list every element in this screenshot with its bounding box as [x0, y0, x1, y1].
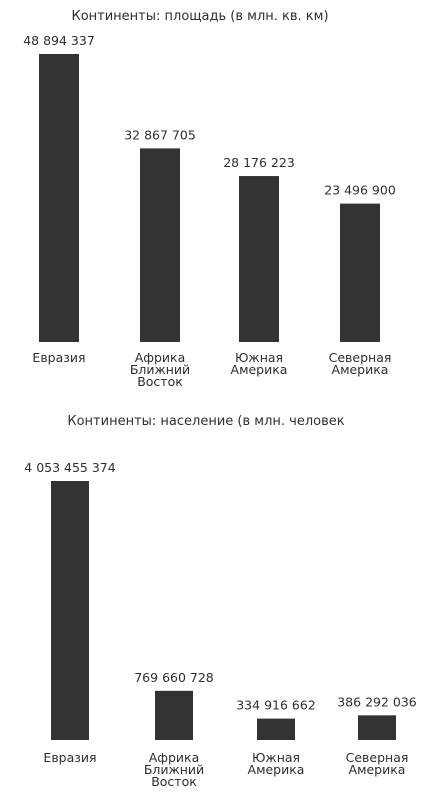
chart-1-bar-3 [239, 176, 279, 342]
chart-1-category-label-2-line-1: Африка [135, 350, 186, 365]
chart-1-category-label-2-line-2: Ближний [130, 362, 190, 377]
chart-2-category-label-2-line-2: Ближний [144, 762, 204, 777]
chart-1-value-label-2: 32 867 705 [124, 127, 196, 142]
chart-1-bar-1 [39, 54, 79, 342]
chart-2-value-label-1: 4 053 455 374 [24, 460, 115, 475]
chart-2-bar-4 [358, 715, 396, 740]
chart-1-category-label-3-line-1: Южная [235, 350, 283, 365]
chart-2-category-label-3-line-2: Америка [248, 762, 305, 777]
chart-2-value-label-4: 386 292 036 [337, 694, 417, 709]
chart-2-category-label-3-line-1: Южная [252, 750, 300, 765]
chart-2-value-label-3: 334 916 662 [236, 698, 316, 713]
chart-1-title: Континенты: площадь (в млн. кв. км) [71, 9, 328, 24]
chart-1-bar-2 [140, 148, 180, 342]
chart-1-category-label-4-line-2: Америка [332, 362, 389, 377]
chart-2-category-label-2-line-3: Восток [151, 774, 197, 789]
chart-2-category-label-1-line-1: Евразия [43, 750, 96, 765]
chart-2-bar-2 [155, 690, 193, 740]
chart-2-bar-1 [51, 481, 89, 740]
chart-2-category-label-4-line-1: Северная [346, 750, 409, 765]
chart-1-value-label-3: 28 176 223 [223, 155, 295, 170]
chart-1-area: 48 894 337 Евразия 32 867 705 АфрикаБлижний… [23, 33, 396, 389]
chart-2-bar-3 [257, 718, 295, 740]
chart-2-category-label-4-line-2: Америка [349, 762, 406, 777]
chart-2-area: 4 053 455 374 Евразия 769 660 728 АфрикаБли… [24, 460, 417, 789]
chart-1-bar-4 [340, 203, 380, 342]
chart-2-category-label-2-line-1: Африка [149, 750, 200, 765]
chart-2-title: Континенты: население (в млн. человек [67, 414, 344, 429]
chart-1-category-label-3-line-2: Америка [231, 362, 288, 377]
chart-1-category-label-2-line-3: Восток [137, 374, 183, 389]
chart-1-category-label-4-line-1: Северная [329, 350, 392, 365]
chart-1-category-label-1-line-1: Евразия [32, 350, 85, 365]
chart-1-value-label-4: 23 496 900 [324, 183, 396, 198]
chart-1-value-label-1: 48 894 337 [23, 33, 95, 48]
chart-2-value-label-2: 769 660 728 [134, 670, 214, 685]
